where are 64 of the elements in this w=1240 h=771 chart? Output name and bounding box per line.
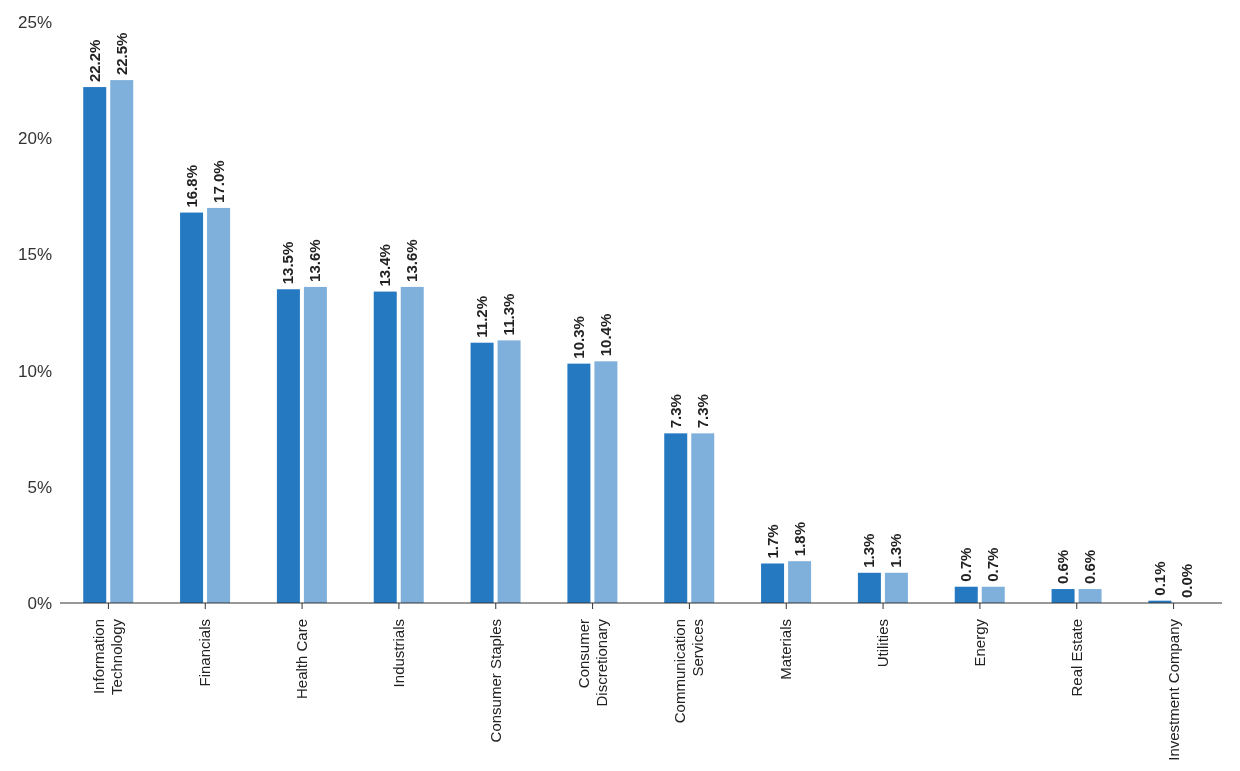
data-label: 7.3% xyxy=(666,394,684,429)
bar xyxy=(981,586,1005,603)
x-tick-label: Industrials xyxy=(389,619,407,688)
bar xyxy=(303,286,327,603)
data-label: 13.5% xyxy=(279,241,297,285)
x-tick-label: Health Care xyxy=(293,619,311,700)
x-tick-label: Information Technology xyxy=(90,618,126,695)
x-tick-label: Consumer Staples xyxy=(486,619,504,743)
bar xyxy=(788,561,812,603)
bar xyxy=(83,87,107,603)
x-tick-label: Financials xyxy=(196,619,214,687)
data-label: 11.3% xyxy=(500,293,518,336)
data-label: 0.7% xyxy=(984,547,1002,582)
bar xyxy=(1051,589,1075,603)
data-label: 0.0% xyxy=(1177,563,1195,598)
x-tick-label: Communication Services xyxy=(671,619,707,724)
data-label: 13.4% xyxy=(376,244,394,287)
bar xyxy=(400,286,424,603)
data-label: 22.2% xyxy=(85,39,103,83)
x-tick-label: Investment Company xyxy=(1164,618,1182,761)
data-label: 10.4% xyxy=(596,313,614,357)
y-tick-label: 25% xyxy=(17,13,52,33)
x-tick-label: Materials xyxy=(777,619,795,680)
data-label: 1.3% xyxy=(887,533,905,568)
data-label: 1.8% xyxy=(790,521,808,557)
x-tick-label: Consumer Discretionary xyxy=(574,618,610,707)
data-label: 0.7% xyxy=(957,547,975,582)
data-label: 0.6% xyxy=(1081,549,1099,585)
bar xyxy=(470,342,494,603)
x-tick-label: Utilities xyxy=(874,619,892,668)
bar xyxy=(884,572,908,603)
data-label: 1.3% xyxy=(860,533,878,568)
y-tick-label: 15% xyxy=(17,245,52,265)
y-tick-label: 10% xyxy=(17,361,52,381)
data-label: 13.6% xyxy=(403,239,421,282)
bar xyxy=(1078,589,1102,603)
data-label: 11.2% xyxy=(473,295,491,338)
bar xyxy=(207,207,231,603)
y-tick-label: 5% xyxy=(27,477,52,497)
bar xyxy=(691,433,715,603)
bar xyxy=(180,212,204,603)
bar xyxy=(594,361,618,603)
bar xyxy=(110,80,134,603)
bar xyxy=(664,433,688,603)
y-tick-label: 0% xyxy=(27,594,52,614)
data-label: 0.6% xyxy=(1054,549,1072,585)
data-label: 10.3% xyxy=(569,316,587,359)
bar xyxy=(567,363,591,603)
data-label: 0.1% xyxy=(1150,561,1168,596)
bar xyxy=(761,563,785,603)
data-label: 16.8% xyxy=(182,165,200,208)
x-tick-label: Real Estate xyxy=(1067,619,1085,697)
y-tick-label: 20% xyxy=(17,129,52,149)
data-label: 22.5% xyxy=(112,32,130,76)
bar xyxy=(857,572,881,603)
x-tick-label: Energy xyxy=(970,618,988,667)
bar xyxy=(276,289,300,603)
data-label: 7.3% xyxy=(693,394,711,429)
data-label: 17.0% xyxy=(209,160,227,203)
bar xyxy=(373,291,397,603)
bar xyxy=(954,586,978,603)
data-label: 13.6% xyxy=(306,239,324,282)
data-label: 1.7% xyxy=(763,524,781,559)
bar xyxy=(497,340,521,603)
